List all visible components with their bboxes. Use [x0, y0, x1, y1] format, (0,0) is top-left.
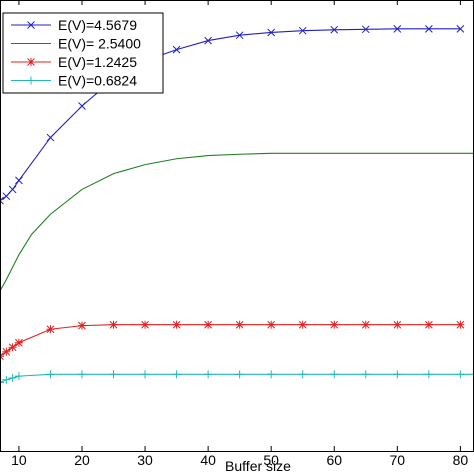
data-point-marker [8, 343, 17, 352]
data-point-marker [0, 352, 4, 361]
data-point-marker [109, 320, 118, 329]
x-tick-label: 40 [200, 452, 216, 468]
x-tick-label: 10 [11, 452, 27, 468]
data-point-marker [204, 36, 212, 45]
legend: E(V)=4.5679 E(V)= 2.5400 E(V)=1.2425 E(V)=0… [2, 12, 164, 94]
data-point-marker [330, 370, 339, 379]
data-point-marker [109, 370, 118, 379]
data-point-marker [456, 370, 465, 379]
data-point-marker [172, 370, 181, 379]
series-2 [0, 152, 473, 292]
legend-entry: E(V)=4.5679 [11, 17, 137, 33]
legend-marker-swatch [27, 21, 35, 29]
data-point-marker [77, 321, 86, 330]
data-point-marker [267, 370, 276, 379]
legend-label: E(V)= 2.5400 [58, 36, 141, 52]
data-point-marker [46, 133, 55, 142]
x-tick-label: 20 [74, 452, 90, 468]
legend-marker-swatch [27, 58, 35, 66]
data-point-marker [8, 373, 17, 382]
series-3 [0, 320, 465, 361]
series-line [0, 324, 461, 357]
data-point-marker [393, 320, 402, 329]
data-point-marker [424, 320, 433, 329]
data-point-marker [2, 192, 11, 201]
data-point-marker [298, 370, 307, 379]
data-point-marker [0, 196, 4, 205]
data-point-marker [77, 370, 86, 379]
data-point-marker [330, 320, 339, 329]
x-axis: 10 20 30 40 50 60 70 80 [11, 0, 468, 468]
data-point-marker [14, 338, 23, 347]
x-tick-label: 80 [453, 452, 469, 468]
data-point-marker [2, 375, 11, 384]
x-axis-title: Buffer size [225, 458, 291, 474]
data-point-marker [235, 31, 244, 40]
data-point-marker [298, 26, 307, 35]
data-point-marker [456, 25, 465, 33]
data-point-marker [2, 347, 11, 356]
data-point-marker [204, 370, 213, 379]
data-point-marker [330, 25, 339, 34]
data-point-marker [424, 370, 433, 379]
series-line [0, 152, 473, 292]
legend-entry: E(V)= 2.5400 [11, 36, 141, 52]
legend-label: E(V)=1.2425 [58, 54, 137, 70]
legend-entry: E(V)=0.6824 [11, 73, 137, 89]
data-point-marker [298, 320, 307, 329]
data-point-marker [361, 320, 370, 329]
data-point-marker [141, 320, 150, 329]
data-point-marker [235, 370, 244, 379]
legend-marker-swatch [27, 76, 35, 85]
data-point-marker [15, 176, 23, 185]
data-point-marker [172, 45, 181, 54]
data-point-marker [204, 320, 213, 329]
data-point-marker [393, 370, 402, 379]
data-point-marker [361, 25, 370, 34]
series-line [0, 373, 473, 383]
data-point-marker [8, 185, 17, 194]
data-point-marker [46, 325, 55, 334]
legend-label: E(V)=0.6824 [58, 73, 137, 89]
data-point-marker [361, 370, 370, 379]
data-point-marker [235, 320, 244, 329]
legend-label: E(V)=4.5679 [58, 17, 137, 33]
data-point-marker [393, 25, 402, 33]
data-point-marker [78, 102, 86, 110]
series-4 [0, 370, 473, 387]
x-tick-label: 60 [326, 452, 342, 468]
data-point-marker [172, 320, 181, 329]
x-tick-label: 70 [390, 452, 406, 468]
data-point-marker [0, 378, 4, 387]
data-point-marker [141, 370, 150, 379]
data-point-marker [267, 320, 276, 329]
data-point-marker [267, 28, 276, 37]
data-point-marker [424, 25, 433, 33]
x-tick-label: 50 [263, 452, 279, 468]
legend-entry: E(V)=1.2425 [11, 54, 137, 70]
data-point-marker [46, 370, 55, 379]
x-tick-label: 30 [137, 452, 153, 468]
data-point-marker [14, 372, 23, 381]
data-point-marker [456, 320, 465, 329]
